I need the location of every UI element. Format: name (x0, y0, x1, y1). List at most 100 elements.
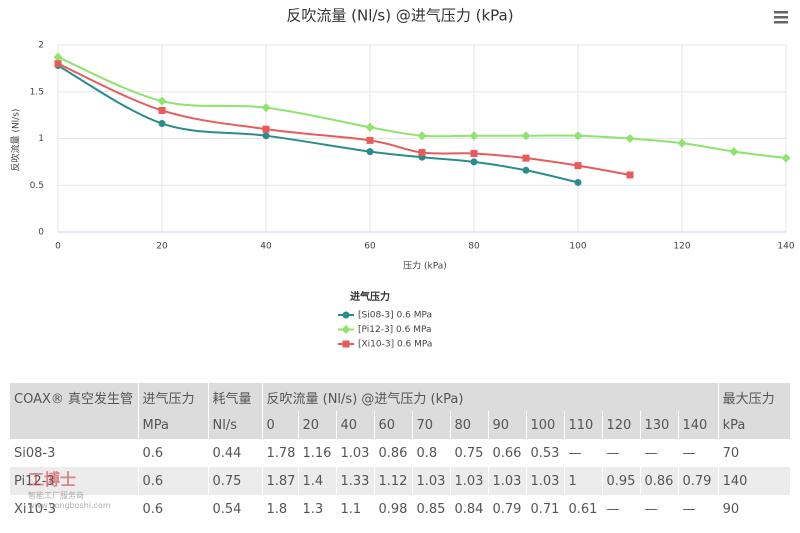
table-cell: 0.61 (564, 495, 603, 523)
spec-table: COAX® 真空发生管 进气压力 耗气量 反吹流量 (Nl/s) @进气压力 (kPa… (10, 383, 791, 523)
menu-bar (774, 16, 788, 19)
point (677, 138, 687, 148)
table-cell: 1.87 (262, 467, 299, 495)
menu-bar (774, 11, 788, 14)
legend-item[interactable]: [Xi10-3] 0.6 MPa (338, 340, 432, 350)
watermark-tagline: 智能工厂服务商 (28, 491, 84, 500)
table-cell: 最大压力 (718, 383, 791, 411)
chart-title: 反吹流量 (Nl/s) @进气压力 (kPa) (286, 7, 513, 25)
table-cell: 0.6 (138, 495, 209, 523)
table-cell: 1.33 (336, 467, 375, 495)
table-cell: MPa (138, 411, 209, 439)
table-cell: 0.75 (208, 467, 263, 495)
legend-label: [Pi12-3] 0.6 MPa (358, 325, 432, 335)
table-cell: 1.78 (262, 439, 299, 467)
y-tick-label: 1.5 (30, 87, 44, 97)
table-cell: 1.1 (336, 495, 375, 523)
legend-label: [Xi10-3] 0.6 MPa (358, 340, 432, 350)
table-cell: 1.03 (412, 467, 451, 495)
series-line (57, 56, 787, 160)
legend-label: [Si08-3] 0.6 MPa (358, 311, 432, 321)
chart: 反吹流量 (Nl/s) @进气压力 (kPa) 压力 (kPa) 反吹流量 (N… (10, 5, 795, 350)
table-row: Si08-3 0.6 0.44 1.78 1.16 1.03 0.86 0.8 0.75 0.66… (10, 439, 791, 467)
table-cell: 0.44 (208, 439, 263, 467)
y-axis-label: 反吹流量 (Nl/s) (10, 109, 22, 172)
y-tick-label: 2 (38, 41, 44, 51)
table-cell: 40 (336, 411, 375, 439)
x-tick-label: 20 (156, 242, 168, 252)
table-cell: 反吹流量 (Nl/s) @进气压力 (kPa) (262, 383, 719, 411)
table-cell: — (602, 439, 641, 467)
table-row: Pi12-3 0.6 0.75 1.87 1.4 1.33 1.12 1.03 1.03 1.03… (10, 467, 791, 495)
table-cell: kPa (718, 411, 791, 439)
legend-item[interactable]: [Si08-3] 0.6 MPa (338, 311, 432, 321)
point (626, 171, 634, 179)
table-cell: Xi10-3 (10, 495, 139, 523)
table-cell: 0.54 (208, 495, 263, 523)
point (417, 131, 427, 141)
point (574, 178, 582, 186)
watermark: 工博士 智能工厂服务商 www.gongboshi.com (28, 466, 111, 510)
table-cell: 110 (564, 411, 603, 439)
table-cell: 1.03 (450, 467, 489, 495)
table-cell: 0 (262, 411, 299, 439)
legend-item[interactable]: [Pi12-3] 0.6 MPa (338, 325, 432, 335)
table-cell: — (564, 439, 603, 467)
table-cell: COAX® 真空发生管 (10, 383, 139, 411)
x-tick-label: 80 (468, 242, 480, 252)
table-cell: 1.03 (488, 467, 527, 495)
table-cell: 0.6 (138, 467, 209, 495)
y-tick-label: 0.5 (30, 181, 44, 191)
point (157, 96, 167, 106)
table-cell: — (678, 439, 719, 467)
watermark-url: www.gongboshi.com (28, 501, 111, 510)
point (261, 103, 271, 113)
table-cell: 1 (564, 467, 603, 495)
table-cell: 0.95 (602, 467, 641, 495)
table-cell: 1.8 (262, 495, 299, 523)
table-cell: 70 (718, 439, 791, 467)
table-cell: Si08-3 (10, 439, 139, 467)
table-cell: Nl/s (208, 411, 263, 439)
table-cell: 0.85 (412, 495, 451, 523)
table-row: MPa Nl/s 0 20 40 60 70 80 90 100 110 120 130 140 kPa (10, 411, 791, 439)
point (573, 131, 583, 141)
table-cell: 0.71 (526, 495, 565, 523)
menu-bar (774, 21, 788, 24)
point (262, 125, 270, 133)
point (522, 166, 530, 174)
table-cell: 70 (412, 411, 451, 439)
table-cell: 1.12 (374, 467, 413, 495)
table-cell: 1.16 (298, 439, 337, 467)
menu-button[interactable] (768, 5, 794, 29)
table-cell: 100 (526, 411, 565, 439)
point (366, 136, 374, 144)
table-cell: 20 (298, 411, 337, 439)
table-cell: 1.3 (298, 495, 337, 523)
table-cell: — (678, 495, 719, 523)
series-line (57, 64, 579, 184)
table-cell (10, 411, 139, 439)
table-cell: 140 (678, 411, 719, 439)
table-cell: 0.79 (678, 467, 719, 495)
point (53, 52, 63, 62)
y-tick-label: 1 (38, 134, 44, 144)
table-cell: — (640, 495, 679, 523)
table-cell: 80 (450, 411, 489, 439)
table-cell: 0.66 (488, 439, 527, 467)
x-tick-label: 120 (673, 242, 690, 252)
point (470, 149, 478, 157)
table-row: COAX® 真空发生管 进气压力 耗气量 反吹流量 (Nl/s) @进气压力 (kPa… (10, 383, 791, 411)
x-axis-label: 压力 (kPa) (403, 260, 447, 272)
x-tick-label: 60 (364, 242, 376, 252)
table-cell: 1.4 (298, 467, 337, 495)
table-cell: 1.03 (336, 439, 375, 467)
point (574, 162, 582, 170)
table-cell: — (602, 495, 641, 523)
point (158, 120, 166, 128)
point (781, 153, 791, 163)
table-cell: 0.6 (138, 439, 209, 467)
table-cell: 130 (640, 411, 679, 439)
table-cell: — (640, 439, 679, 467)
